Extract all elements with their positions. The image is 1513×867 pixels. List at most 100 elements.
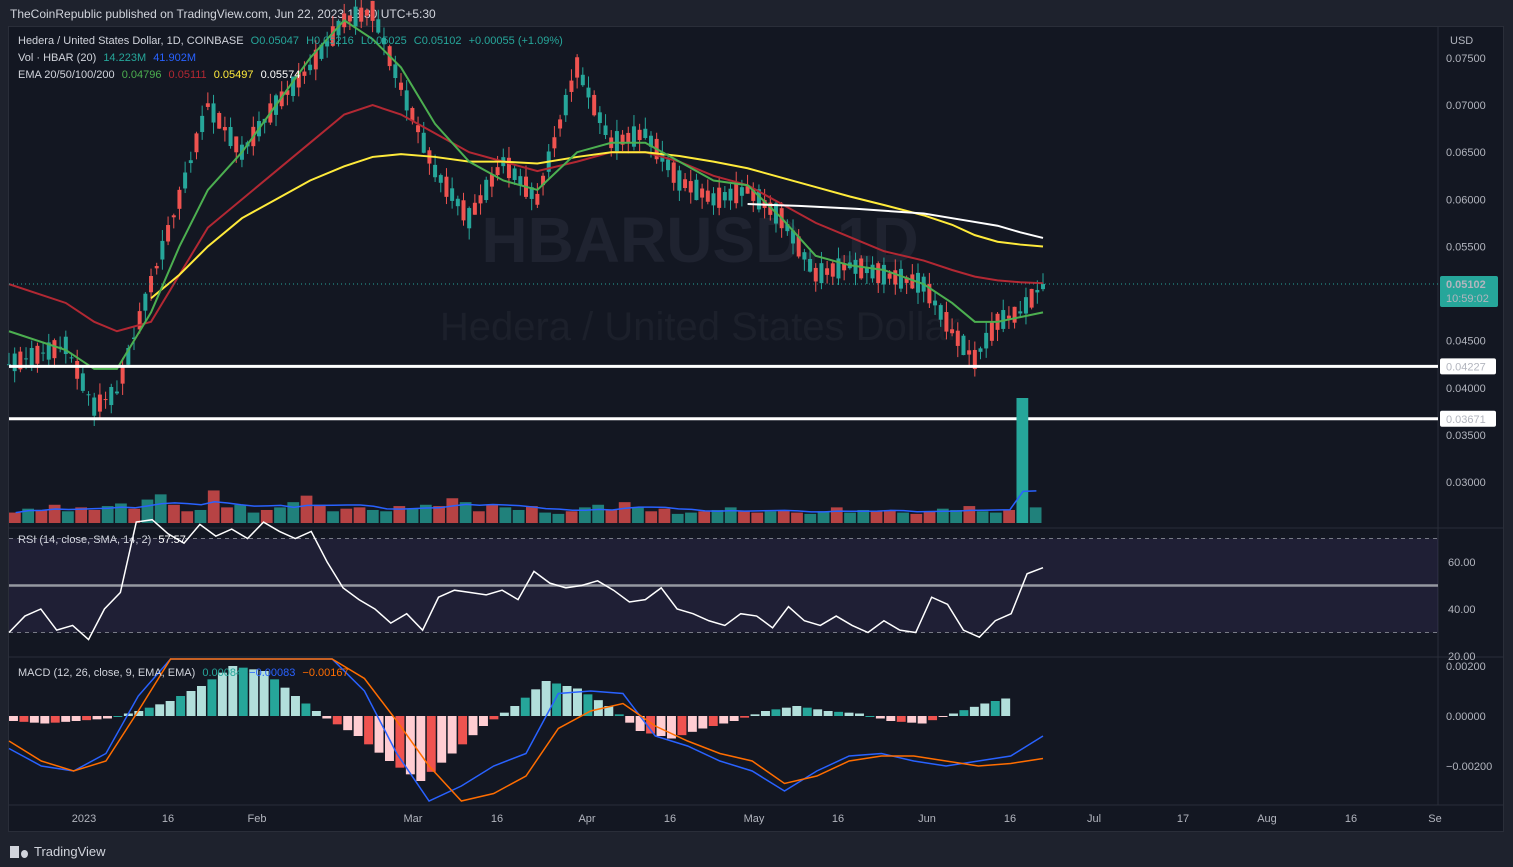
volume-bar — [75, 507, 88, 523]
macd-hist-bar — [562, 686, 572, 716]
macd-hist-bar — [823, 711, 833, 716]
macd-hist-bar — [113, 716, 123, 717]
candle-body — [881, 264, 886, 285]
macd-hist-bar — [71, 716, 81, 721]
candle-body — [416, 125, 421, 133]
candle-body — [308, 64, 313, 71]
legend-ema-label[interactable]: EMA 20/50/100/200 — [18, 69, 115, 81]
candle-body — [830, 263, 835, 277]
macd-hist-bar — [938, 716, 948, 717]
macd-hist-bar — [969, 706, 979, 716]
macd-hist-bar — [708, 716, 718, 726]
candle-body — [404, 90, 409, 111]
legend-vol-label[interactable]: Vol · HBAR (20) — [18, 52, 97, 64]
candle-body — [705, 190, 710, 202]
ema20-line — [8, 19, 1044, 370]
macd-hist-bar — [29, 716, 39, 723]
support-price-tag — [1440, 358, 1496, 375]
candle-body — [745, 186, 750, 194]
macd-hist-bar — [614, 714, 624, 716]
countdown-label: 10:59:02 — [1446, 293, 1489, 305]
volume-bar — [486, 504, 498, 523]
candle-body — [410, 108, 415, 122]
candle-body — [166, 225, 171, 242]
candle-body — [472, 202, 477, 215]
volume-bar — [22, 508, 35, 523]
ema50-line — [8, 104, 1044, 333]
macd-hist-bar — [949, 713, 958, 716]
candle-body — [211, 103, 216, 123]
candle-body — [330, 26, 335, 46]
macd-hist-bar — [604, 706, 614, 716]
legend-macd-val2: −0.00083 — [249, 667, 296, 679]
macd-hist-bar — [552, 683, 562, 716]
macd-hist-bar — [928, 716, 938, 721]
candle-body — [1029, 288, 1034, 308]
candle-body — [228, 127, 233, 147]
candle-body — [768, 202, 773, 215]
volume-bar — [287, 502, 300, 523]
candle-body — [359, 7, 364, 22]
macd-hist-bar — [917, 716, 927, 724]
support-price-tag — [1440, 410, 1496, 427]
macd-hist-bar — [458, 716, 468, 745]
volume-bar — [115, 503, 127, 523]
time-tick-label: 17 — [1177, 813, 1189, 825]
legend-rsi-label[interactable]: RSI (14, close, SMA, 14, 2) — [18, 534, 152, 546]
candle-body — [12, 353, 17, 372]
candle-body — [381, 37, 386, 45]
candle-body — [291, 76, 296, 96]
candle-body — [791, 230, 796, 244]
volume-bar — [512, 509, 525, 523]
candle-body — [842, 263, 847, 271]
candle-body — [200, 115, 205, 133]
macd-hist-bar — [875, 716, 885, 719]
time-tick-label: Aug — [1257, 813, 1277, 825]
macd-hist-bar — [343, 716, 353, 731]
candle-body — [558, 119, 563, 129]
volume-bar — [300, 495, 313, 523]
volume-bar — [88, 509, 101, 523]
candle-body — [302, 71, 307, 76]
candle-body — [143, 293, 148, 311]
volume-bar — [936, 508, 949, 523]
ema100-line — [150, 151, 1044, 300]
tradingview-logo[interactable]: TradingView — [10, 844, 106, 859]
macd-hist-bar — [374, 716, 384, 753]
candle-body — [904, 277, 909, 283]
volume-bar — [963, 506, 976, 523]
macd-hist-bar — [238, 667, 248, 716]
macd-hist-bar — [82, 716, 92, 721]
legend-symbol[interactable]: Hedera / United States Dollar, 1D, COINB… — [18, 35, 244, 47]
candle-body — [194, 133, 199, 153]
volume-bar — [632, 507, 644, 523]
macd-hist-bar — [959, 710, 969, 716]
legend-macd-label[interactable]: MACD (12, 26, close, 9, EMA, EMA) — [18, 667, 196, 679]
candle-body — [18, 351, 23, 370]
volume-bar — [658, 508, 671, 523]
candle-body — [529, 187, 534, 199]
volume-bar — [950, 509, 962, 523]
macd-hist-bar — [635, 716, 645, 731]
volume-bar — [260, 509, 273, 523]
macd-hist-bar — [395, 716, 405, 768]
candle-body — [978, 348, 983, 352]
candle-body — [728, 188, 733, 201]
watermark-name: Hedera / United States Dollar — [440, 305, 960, 349]
candle-body — [972, 349, 977, 370]
volume-bar — [9, 512, 21, 523]
candle-body — [171, 215, 176, 218]
macd-hist-bar — [50, 716, 60, 723]
publish-header: TheCoinRepublic published on TradingView… — [0, 0, 1513, 26]
candle-body — [825, 268, 830, 275]
time-tick-label: Mar — [404, 813, 423, 825]
volume-bar — [857, 509, 870, 523]
candle-body — [1023, 297, 1028, 314]
macd-hist-bar — [646, 716, 656, 734]
candle-body — [1006, 315, 1011, 319]
volume-bar — [698, 511, 711, 523]
candle-body — [188, 160, 193, 164]
macd-hist-bar — [19, 716, 29, 722]
candle-body — [512, 168, 517, 180]
